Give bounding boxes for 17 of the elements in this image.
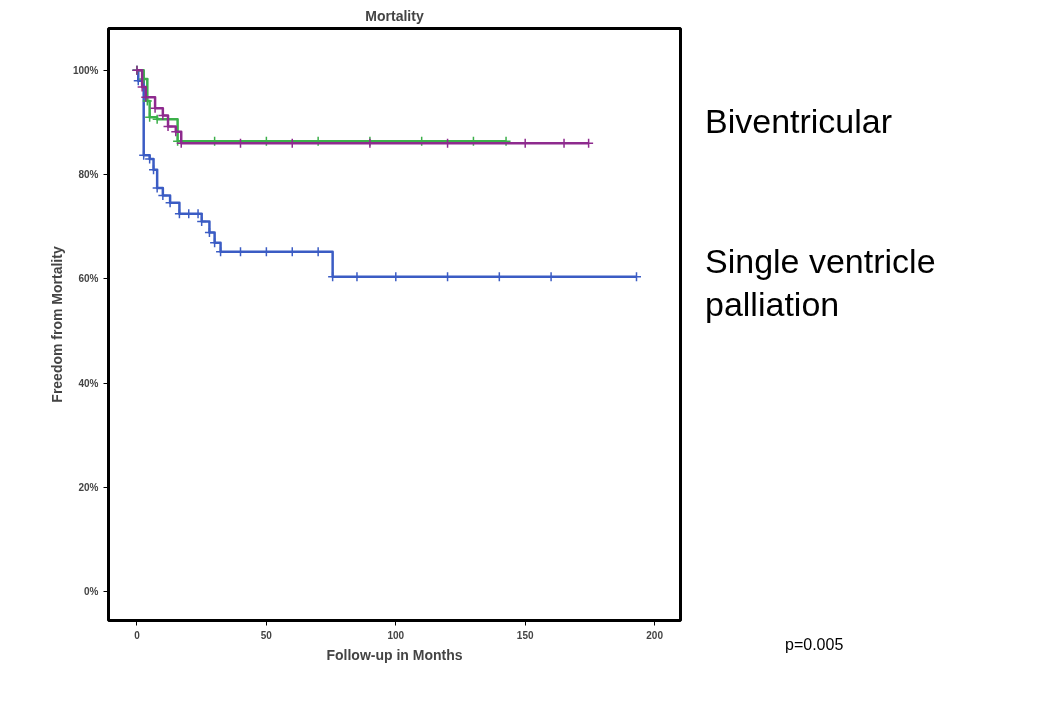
text: Biventricular bbox=[705, 101, 894, 142]
x-tick-label: 200 bbox=[646, 629, 664, 641]
x-tick-label: 50 bbox=[260, 629, 273, 641]
y-tick-label: 60% bbox=[78, 273, 99, 285]
x-tick-label: 0 bbox=[134, 629, 141, 641]
text: p=0.005 bbox=[785, 635, 845, 655]
x-axis-title: Follow-up in Months bbox=[326, 646, 463, 663]
chart-title: Mortality bbox=[365, 7, 424, 24]
x-tick-label: 100 bbox=[387, 629, 405, 641]
y-tick-label: 100% bbox=[72, 64, 99, 76]
y-tick-label: 0% bbox=[84, 586, 99, 598]
y-tick-label: 20% bbox=[78, 482, 99, 493]
y-axis-title: Freedom from Mortality bbox=[48, 246, 65, 403]
text: Single ventricle palliation bbox=[705, 241, 937, 325]
y-tick-label: 40% bbox=[78, 377, 99, 389]
x-tick-label: 150 bbox=[516, 629, 534, 641]
y-tick-label: 80% bbox=[78, 169, 99, 181]
